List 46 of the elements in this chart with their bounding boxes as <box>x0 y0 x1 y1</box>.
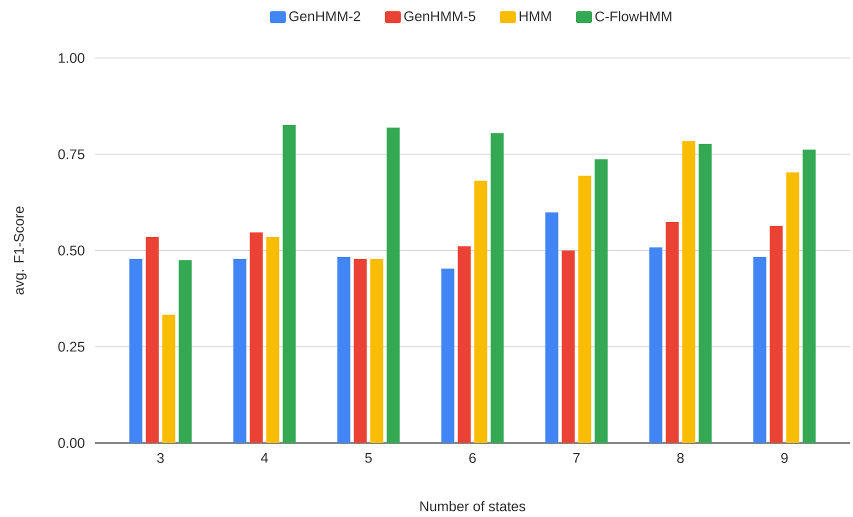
bar <box>770 226 783 443</box>
bar <box>802 150 816 443</box>
y-axis-title: avg. F1-Score <box>14 206 27 295</box>
x-tick-label: 6 <box>469 453 476 463</box>
x-tick-label: 9 <box>781 453 788 463</box>
y-tick-label: 1.00 <box>58 53 84 63</box>
x-tick-label: 8 <box>677 453 684 463</box>
bar <box>666 222 679 443</box>
bar <box>441 268 454 443</box>
bar <box>282 124 296 443</box>
bar <box>490 133 504 443</box>
bar <box>578 176 592 443</box>
x-tick-label: 4 <box>260 453 268 463</box>
x-axis-title: Number of states <box>420 500 526 512</box>
y-tick-label: 0.00 <box>58 438 84 448</box>
legend-label: GenHMM-2 <box>289 11 360 22</box>
bar <box>649 247 662 443</box>
bar <box>562 250 575 443</box>
x-tick-label: 3 <box>157 453 164 463</box>
legend-label: C-FlowHMM <box>595 11 672 22</box>
x-tick-label: 5 <box>365 453 372 463</box>
bar <box>162 314 176 443</box>
bar <box>233 258 246 443</box>
bar <box>786 172 800 443</box>
bar <box>337 257 350 443</box>
y-tick-label: 0.25 <box>58 342 84 352</box>
bar <box>386 128 400 443</box>
bar <box>698 144 712 443</box>
bar <box>146 237 159 443</box>
bar <box>266 237 280 443</box>
bar <box>545 212 558 443</box>
bar <box>250 232 263 443</box>
bar <box>354 258 367 443</box>
y-tick-label: 0.75 <box>58 149 84 160</box>
x-tick-label: 7 <box>573 453 580 463</box>
bar <box>129 258 142 443</box>
bar <box>458 246 471 443</box>
bar <box>594 159 608 443</box>
legend-label: HMM <box>520 11 551 21</box>
bar <box>370 258 384 443</box>
bar <box>474 180 488 443</box>
legend-label: GenHMM-5 <box>404 11 476 22</box>
bar <box>682 141 696 443</box>
bar <box>753 257 766 443</box>
bar <box>178 260 192 443</box>
y-tick-label: 0.50 <box>58 246 84 256</box>
